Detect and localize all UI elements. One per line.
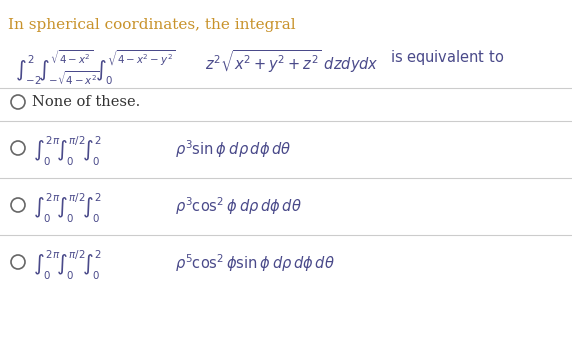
Text: $\text{is equivalent to}$: $\text{is equivalent to}$	[390, 48, 504, 67]
Text: $\rho^{3}\sin\phi\;d\rho\,d\phi\,d\theta$: $\rho^{3}\sin\phi\;d\rho\,d\phi\,d\theta…	[175, 138, 291, 160]
Text: $\rho^{3}\cos^{2}\phi\;d\rho\,d\phi\,d\theta$: $\rho^{3}\cos^{2}\phi\;d\rho\,d\phi\,d\t…	[175, 195, 302, 217]
Text: In spherical coordinates, the integral: In spherical coordinates, the integral	[8, 18, 296, 32]
Text: $\int_{0}^{2\pi}\!\int_{0}^{\pi/2}\!\int_{0}^{2}$: $\int_{0}^{2\pi}\!\int_{0}^{\pi/2}\!\int…	[33, 192, 102, 225]
Text: $\int_{0}^{2\pi}\!\int_{0}^{\pi/2}\!\int_{0}^{2}$: $\int_{0}^{2\pi}\!\int_{0}^{\pi/2}\!\int…	[33, 249, 102, 282]
Text: $\int_{0}^{2\pi}\!\int_{0}^{\pi/2}\!\int_{0}^{2}$: $\int_{0}^{2\pi}\!\int_{0}^{\pi/2}\!\int…	[33, 135, 102, 168]
Text: $z^{2}\sqrt{x^2+y^2+z^2}\;dzdydx$: $z^{2}\sqrt{x^2+y^2+z^2}\;dzdydx$	[205, 48, 379, 75]
Text: $\rho^{5}\cos^{2}\phi\sin\phi\;d\rho\,d\phi\,d\theta$: $\rho^{5}\cos^{2}\phi\sin\phi\;d\rho\,d\…	[175, 252, 335, 274]
Text: None of these.: None of these.	[32, 95, 140, 109]
Text: $\int_{-2}^{2}\!\int_{-\sqrt{4-x^2}}^{\sqrt{4-x^2}}\!\int_{0}^{\sqrt{4-x^2-y^2}}: $\int_{-2}^{2}\!\int_{-\sqrt{4-x^2}}^{\s…	[15, 48, 175, 87]
